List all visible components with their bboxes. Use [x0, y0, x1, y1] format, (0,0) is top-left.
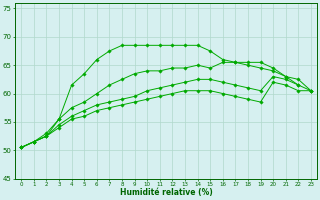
X-axis label: Humidité relative (%): Humidité relative (%): [120, 188, 212, 197]
